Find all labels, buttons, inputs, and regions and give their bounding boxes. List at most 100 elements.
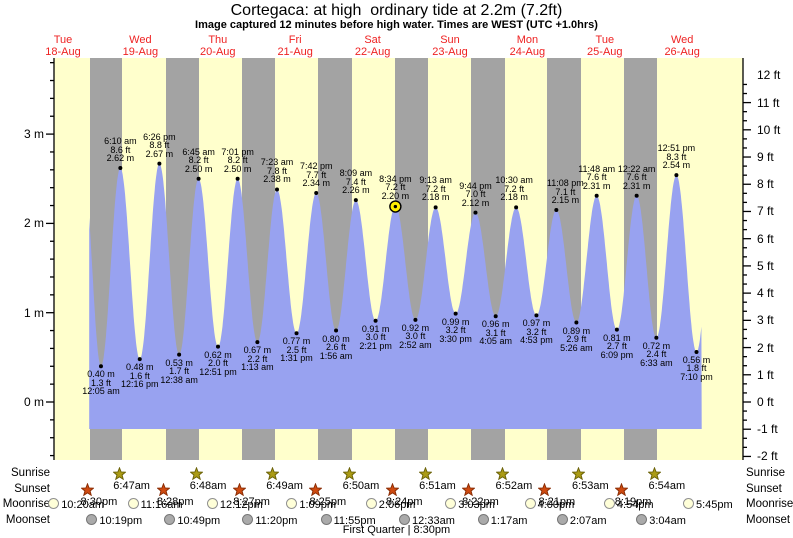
- moonrise-time: 2:06pm: [378, 499, 416, 511]
- tide-high-label: 9:44 pm 7.0 ft 2.12 m: [443, 180, 507, 208]
- day-weekday: Wed: [129, 34, 152, 46]
- moonset-entry: 11:55pm: [320, 513, 376, 528]
- moonset-entry: 11:20pm: [242, 513, 298, 528]
- tide-label-line: 7.6 ft: [626, 172, 647, 183]
- tide-label-line: 7:23 am: [260, 157, 294, 168]
- sunset-time: 8:28pm: [156, 495, 194, 508]
- tide-high-label: 6:26 pm 8.8 ft 2.67 m: [127, 131, 191, 159]
- tide-label-line: 0.62 m: [204, 349, 232, 360]
- sunset-time: 8:24pm: [385, 495, 423, 508]
- sunset-star-icon: [233, 482, 247, 496]
- tide-low-label: 0.91 m 3.0 ft 2:21 pm: [344, 324, 408, 351]
- tide-low-label: 0.92 m 3.0 ft 2:52 am: [383, 324, 447, 350]
- tide-label-line: 11:48 am: [578, 163, 616, 174]
- moonrise-entry: 12:12pm: [206, 498, 263, 512]
- moonset-entry: 12:33am: [399, 513, 455, 528]
- tide-label-line: 2.7 ft: [606, 341, 627, 352]
- tide-high-label: 9:13 am 7.2 ft 2.18 m: [404, 176, 468, 202]
- y-axis-right-label: 9 ft: [757, 150, 774, 165]
- tide-label-line: 2.54 m: [662, 160, 691, 171]
- sunset-star-icon: [614, 482, 628, 496]
- tide-label-line: 7.2 ft: [425, 183, 446, 194]
- sunset-entry: 8:30pm: [80, 482, 117, 508]
- tide-high-label: 7:01 pm 8.2 ft 2.50 m: [206, 148, 270, 174]
- tide-high-label: 6:10 am 8.6 ft 2.62 m: [88, 137, 152, 163]
- tide-label-line: 2.5 ft: [286, 344, 307, 355]
- tide-label-line: 2.31 m: [582, 180, 611, 191]
- moonset-time: 10:19pm: [99, 514, 143, 527]
- night-band: [242, 58, 276, 460]
- tide-label-line: 2.38 m: [263, 174, 291, 185]
- y-axis-right-label: 2 ft: [757, 340, 774, 355]
- row-label-moonset-right: Moonset: [746, 513, 791, 526]
- moonrise-time: 4:54pm: [616, 499, 654, 511]
- tide-label-line: 2.50 m: [223, 163, 252, 174]
- day-label: Sat 22-Aug: [338, 34, 408, 58]
- tide-label-line: 3.1 ft: [485, 327, 506, 338]
- tide-label-line: 7.0 ft: [465, 189, 486, 200]
- tide-label-line: 2:52 am: [399, 339, 432, 350]
- sunset-star-icon: [80, 482, 94, 496]
- sunrise-star-icon: [495, 467, 509, 480]
- tide-label-line: 2.15 m: [551, 195, 580, 205]
- tide-label-line: 12:38 am: [160, 374, 198, 385]
- tide-label-line: 6:10 am: [104, 136, 137, 147]
- tide-low-label: 0.48 m 1.6 ft 12:16 pm: [108, 363, 172, 389]
- tide-label-line: 6:26 pm: [143, 131, 176, 142]
- day-weekday: Thu: [208, 34, 228, 46]
- moonset-circle-icon: [556, 513, 568, 525]
- tide-label-line: 3.2 ft: [526, 326, 547, 337]
- moonset-entry: 1:17am: [477, 513, 527, 528]
- tide-label-line: 2.6 ft: [326, 342, 347, 353]
- tide-label-line: 1.8 ft: [686, 363, 707, 374]
- day-date: 22-Aug: [354, 46, 391, 58]
- page-title: Cortegaca: at high ordinary tide at 2.2m…: [230, 2, 563, 19]
- tide-label-line: 0.56 m: [682, 354, 711, 365]
- tide-label-line: 2.50 m: [184, 163, 213, 174]
- moonset-entry: 2:07am: [556, 513, 607, 528]
- day-weekday: Tue: [53, 34, 73, 46]
- tide-low-label: 0.80 m 2.6 ft 1:56 am: [304, 334, 368, 361]
- tide-high-label: 7:42 pm 7.7 ft 2.34 m: [284, 162, 348, 188]
- sunrise-time: 6:51am: [419, 480, 456, 492]
- tide-label-line: 2.18 m: [421, 192, 450, 203]
- sunset-star-icon: [385, 482, 399, 496]
- tide-high-label: 8:09 am 7.4 ft 2.26 m: [324, 169, 388, 195]
- moonrise-entry: 1:09pm: [286, 498, 336, 512]
- tide-label-line: 0.40 m: [87, 369, 115, 380]
- tide-low-label: 0.99 m 3.2 ft 3:30 pm: [424, 317, 488, 344]
- day-date: 23-Aug: [432, 46, 468, 58]
- row-label-sunset-right: Sunset: [746, 482, 782, 495]
- day-weekday: Sun: [440, 34, 460, 46]
- tide-label-line: 9:44 pm: [459, 180, 492, 191]
- moonrise-time: 11:16am: [140, 499, 183, 511]
- tide-label-line: 3:30 pm: [439, 333, 472, 344]
- moonrise-circle-icon: [445, 498, 457, 509]
- moonrise-circle-icon: [365, 498, 377, 509]
- moonset-time: 11:20pm: [255, 514, 298, 527]
- day-date: 24-Aug: [509, 46, 546, 58]
- night-band: [547, 58, 581, 460]
- tide-label-line: 1:56 am: [319, 350, 353, 361]
- tide-label-line: 2.4 ft: [646, 349, 667, 360]
- tide-low-label: 0.72 m 2.4 ft 6:33 am: [624, 341, 688, 368]
- tide-label-line: 4:05 am: [479, 336, 512, 347]
- tide-label-line: 1:13 am: [241, 362, 274, 373]
- moonset-entry: 10:49pm: [164, 513, 220, 528]
- tide-label-line: 0.81 m: [603, 332, 631, 343]
- day-weekday: Wed: [670, 34, 694, 46]
- tide-low-label: 0.77 m 2.5 ft 1:31 pm: [265, 337, 329, 363]
- sunrise-star-icon: [266, 467, 280, 480]
- sunset-entry: 8:25pm: [309, 482, 346, 508]
- moonset-time: 11:55pm: [333, 514, 376, 527]
- sunset-entry: 8:19pm: [614, 482, 651, 508]
- sunrise-entry: 6:50am: [342, 467, 379, 492]
- sunrise-entry: 6:52am: [495, 467, 532, 492]
- moonrise-circle-icon: [286, 498, 298, 509]
- sunrise-entry: 6:49am: [266, 467, 303, 492]
- tide-high-label: 12:22 am 7.6 ft 2.31 m: [605, 164, 669, 191]
- sunrise-time: 6:48am: [189, 480, 227, 492]
- tide-label-line: 8.2 ft: [188, 155, 209, 166]
- sunrise-star-icon: [113, 467, 127, 480]
- sunrise-time: 6:50am: [342, 480, 380, 492]
